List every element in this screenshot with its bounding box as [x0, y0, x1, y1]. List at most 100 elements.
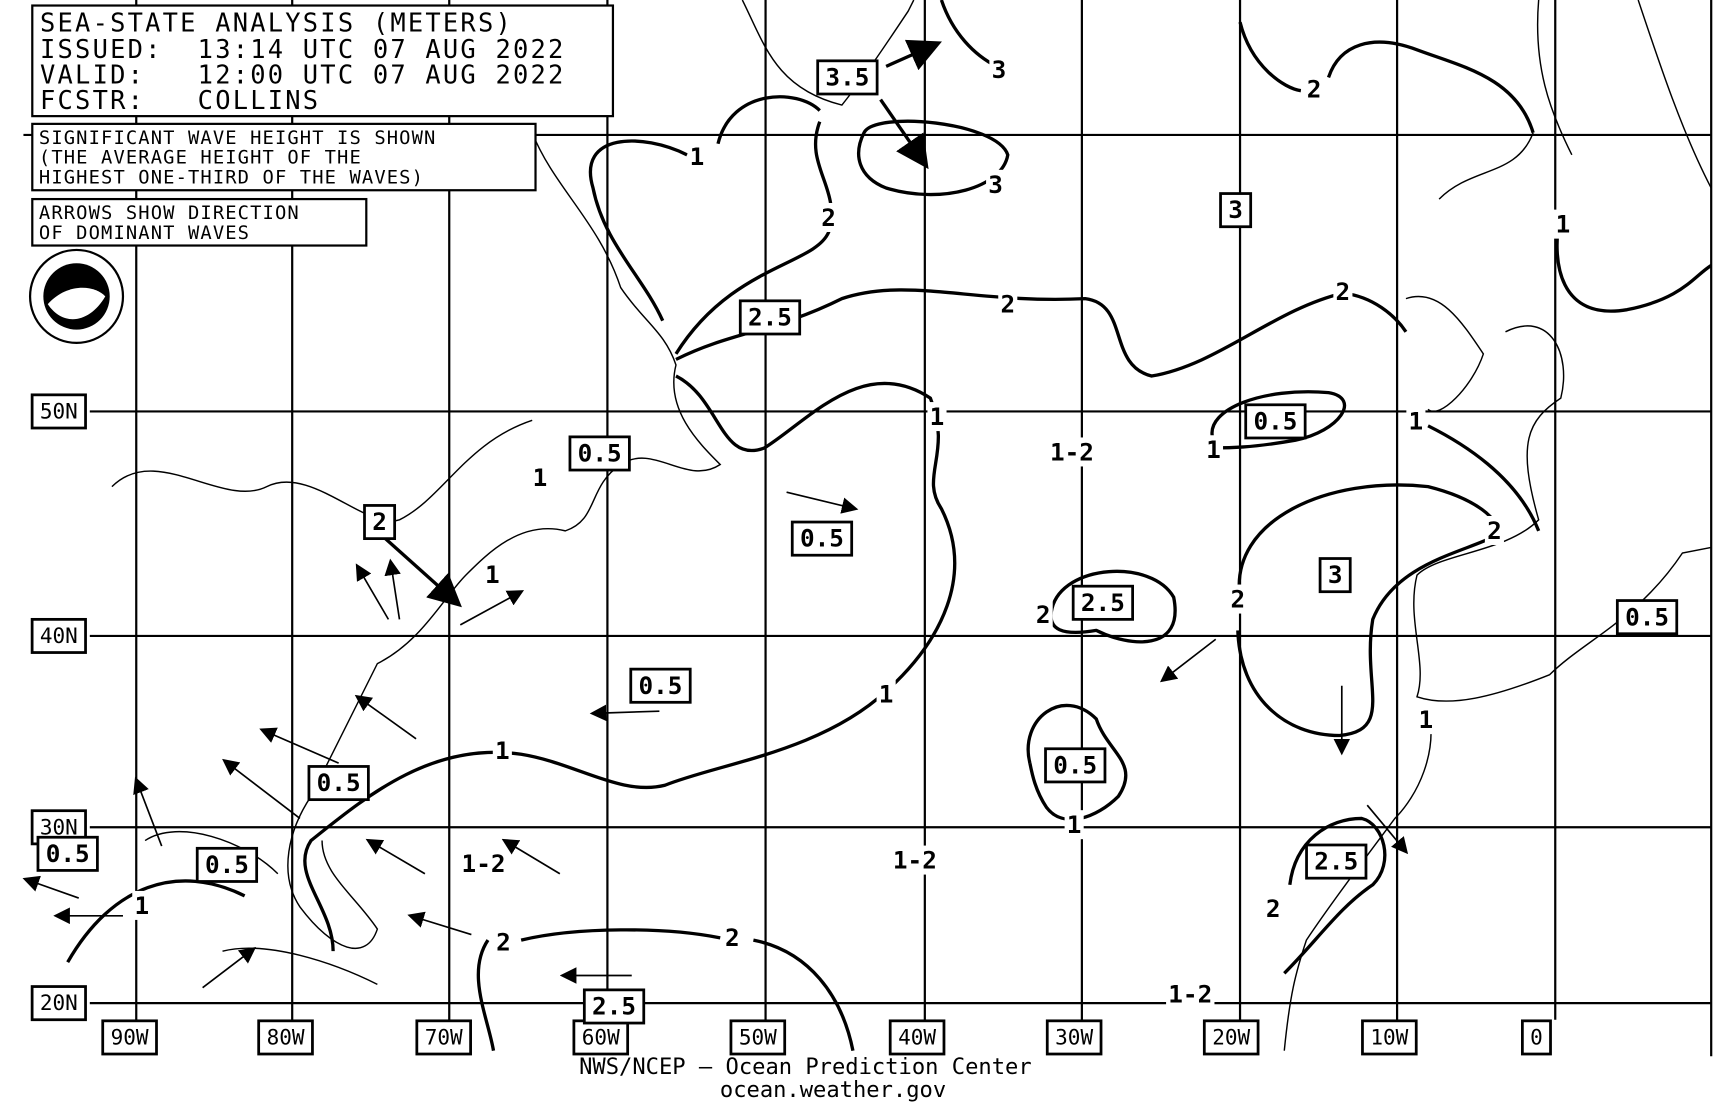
header-box	[31, 4, 615, 118]
contour-label: 1	[879, 680, 894, 709]
wave-height-box-label: 3	[1228, 195, 1243, 224]
wave-height-box-label-box	[307, 765, 370, 802]
noaa-logo	[28, 248, 125, 344]
contour-label: 1	[134, 891, 149, 920]
label-knockout	[1406, 406, 1426, 436]
contour-label: 1-2	[893, 846, 937, 875]
longitude-label-box	[415, 1019, 472, 1056]
wave-height-box-label: 0.5	[800, 524, 844, 553]
contour-label: 2	[1000, 289, 1015, 318]
wave-height-box-label: 2.5	[592, 992, 636, 1021]
contour-label: 2	[1307, 75, 1322, 104]
label-knockout	[459, 848, 508, 878]
wave-height-box-label-box	[1615, 599, 1679, 636]
wave-height-box-label-box	[195, 846, 259, 883]
wave-height-box-label: 0.5	[46, 839, 90, 868]
longitude-label: 30W	[1055, 1025, 1093, 1050]
contour-label: 2	[1336, 277, 1351, 306]
longitude-label: 40W	[898, 1025, 936, 1050]
wave-height-box-label: 0.5	[1625, 602, 1669, 631]
label-knockout	[1047, 437, 1097, 467]
contour-label: 1	[1067, 810, 1082, 839]
label-knockout	[1228, 584, 1248, 614]
wave-height-box-label-box	[36, 835, 99, 872]
contour-label: 2	[1036, 600, 1051, 629]
contour-label: 2	[1487, 516, 1502, 545]
longitude-label-box	[1202, 1019, 1260, 1056]
label-knockout	[722, 922, 742, 952]
wave-height-box-label-box	[1305, 843, 1368, 880]
issued: ISSUED: 13:14 UTC 07 AUG 2022	[40, 34, 566, 64]
wave-height-box-label-box	[1219, 192, 1253, 229]
latitude-label: 50N	[40, 399, 78, 424]
contour-label: 1	[930, 402, 945, 431]
note-line: OF DOMINANT WAVES	[39, 223, 250, 244]
contour-label: 1-2	[1050, 437, 1094, 466]
longitude-label-box	[729, 1019, 787, 1056]
wave-height-box-label-box	[738, 299, 802, 336]
longitude-label-box	[257, 1019, 314, 1056]
wave-height-box-label-box	[582, 988, 646, 1025]
contour-label: 3	[992, 55, 1007, 84]
wave-height-box-label: 0.5	[639, 671, 683, 700]
contour-label: 1	[495, 736, 510, 765]
label-knockout	[1203, 435, 1224, 465]
wave-height-box-label-box	[1244, 403, 1307, 440]
wave-height-box-label-box	[1044, 747, 1107, 784]
label-knockout	[132, 890, 152, 920]
contour-label: 1-2	[1168, 979, 1212, 1008]
note-line: (THE AVERAGE HEIGHT OF THE	[39, 148, 362, 169]
wave-height-box-label-box	[1318, 557, 1352, 594]
wave-height-box-label: 0.5	[205, 850, 249, 879]
label-knockout	[493, 927, 513, 957]
contour-label: 1	[1206, 435, 1221, 464]
note-box	[31, 122, 537, 192]
latitude-label-box	[30, 393, 87, 430]
valid: VALID: 12:00 UTC 07 AUG 2022	[40, 59, 566, 89]
note-line: ARROWS SHOW DIRECTION	[39, 203, 300, 224]
label-knockout	[1333, 277, 1353, 307]
label-knockout	[482, 560, 502, 590]
wave-height-box-label: 2.5	[1314, 847, 1358, 876]
label-knockout	[986, 169, 1006, 199]
footer-agency: NWS/NCEP — Ocean Prediction Center	[579, 1054, 1032, 1080]
forecaster: FCSTR: COLLINS	[40, 85, 320, 115]
contour-label: 2	[821, 203, 836, 232]
longitude-label: 70W	[425, 1025, 463, 1050]
label-knockout	[1304, 74, 1324, 104]
label-knockout	[890, 845, 940, 875]
label-knockout	[819, 202, 839, 232]
wave-height-box-label-box	[363, 504, 397, 541]
longitude-label-box	[1520, 1019, 1552, 1056]
label-knockout	[687, 142, 707, 172]
contour-label: 2	[725, 923, 740, 952]
wave-height-box-label-box	[816, 59, 879, 96]
note-line: SIGNIFICANT WAVE HEIGHT IS SHOWN	[39, 128, 437, 149]
label-knockout	[1263, 894, 1283, 924]
label-knockout	[1484, 515, 1504, 545]
latitude-label-box	[30, 985, 87, 1022]
wave-height-box-label: 2.5	[1081, 588, 1125, 617]
header-block: SEA-STATE ANALYSIS (METERS) ISSUED: 13:1…	[31, 4, 615, 247]
contour-label: 2	[1231, 585, 1246, 614]
title: SEA-STATE ANALYSIS (METERS)	[40, 7, 513, 37]
wave-height-box-label: 3	[1328, 560, 1343, 589]
wave-height-box-label: 0.5	[1053, 750, 1097, 779]
latitude-label-box	[30, 617, 87, 654]
wave-height-box-label-box	[629, 667, 692, 704]
contour-label: 2	[496, 927, 511, 956]
footer-website: ocean.weather.gov	[720, 1077, 946, 1103]
label-knockout	[989, 54, 1009, 84]
label-knockout	[1033, 600, 1053, 630]
label-knockout	[876, 679, 896, 709]
note-box	[31, 197, 368, 247]
note-line: HIGHEST ONE-THIRD OF THE WAVES)	[39, 168, 424, 189]
contour-label: 1-2	[462, 849, 506, 878]
contour-label: 1	[1419, 705, 1434, 734]
longitude-label: 90W	[111, 1025, 149, 1050]
wave-arrows	[22, 39, 1409, 989]
contour-label: 1	[1409, 406, 1424, 435]
latitude-label: 30N	[40, 814, 78, 839]
longitude-label: 60W	[582, 1025, 620, 1050]
